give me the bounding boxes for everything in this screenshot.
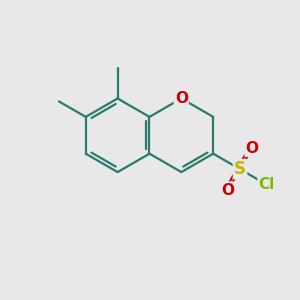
Text: O: O xyxy=(175,91,188,106)
Text: S: S xyxy=(234,160,246,178)
Text: Cl: Cl xyxy=(259,177,275,192)
Text: O: O xyxy=(221,182,234,197)
Text: O: O xyxy=(246,141,259,156)
